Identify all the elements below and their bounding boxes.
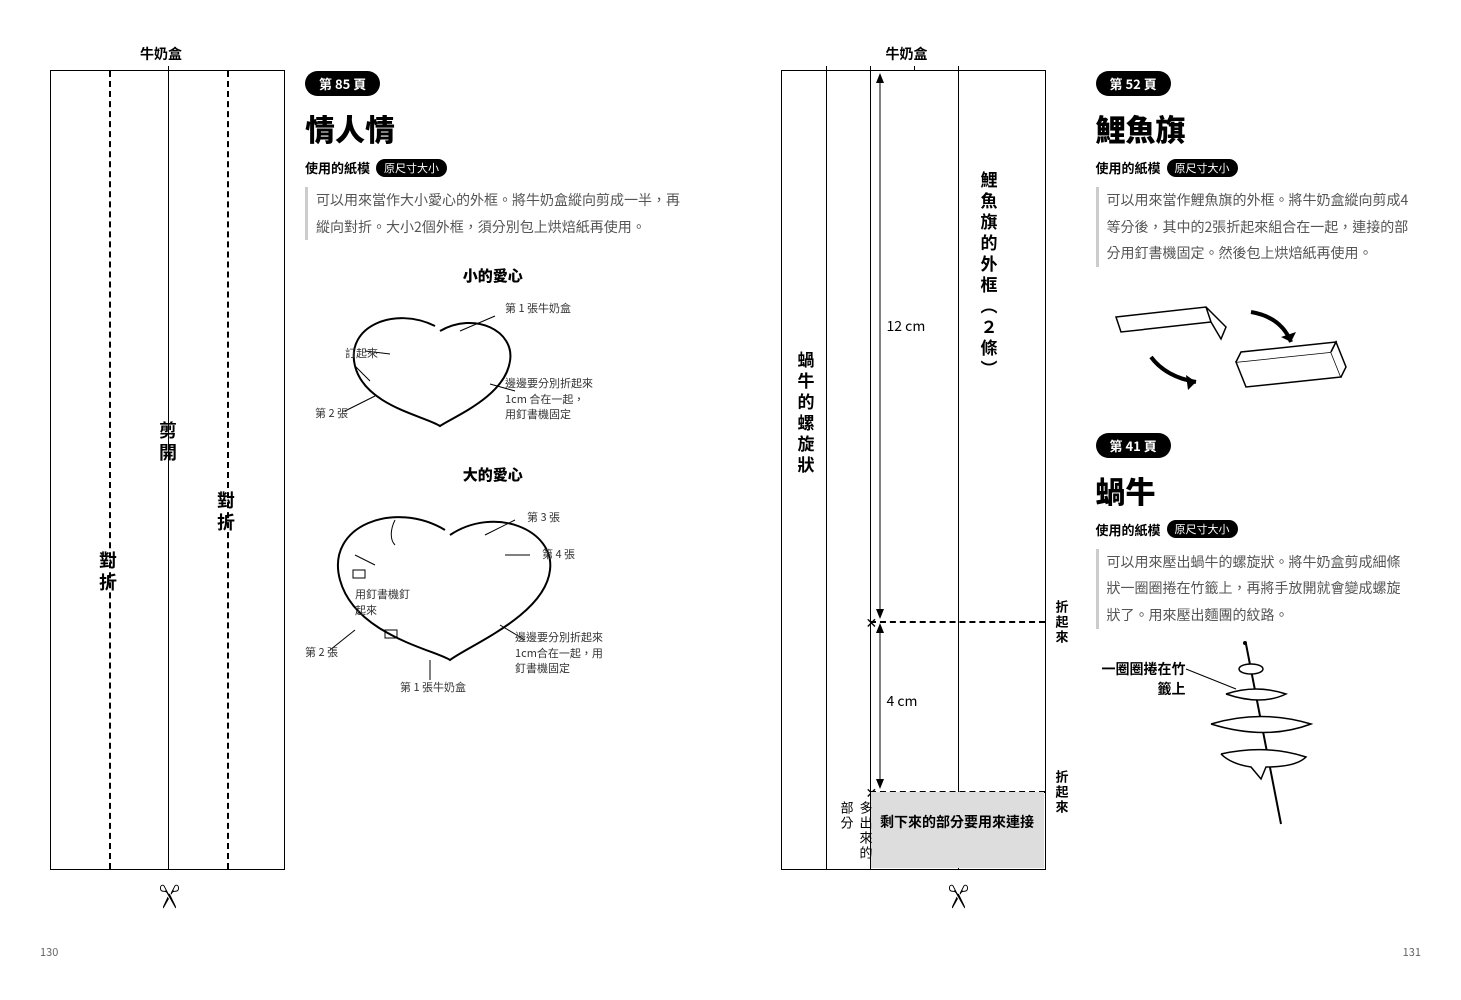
- page-ref-snail: 第 41 頁: [1096, 433, 1171, 458]
- dim-12cm: 12 cm: [887, 316, 926, 336]
- koi-body: 可以用來當作鯉魚旗的外框。將牛奶盒縱向剪成4等分後，其中的2張折起來組合在一起，…: [1096, 187, 1412, 267]
- right-text-column: 第 52 頁 鯉魚旗 使用的紙模 原尺寸大小 可以用來當作鯉魚旗的外框。將牛奶盒…: [1066, 70, 1412, 950]
- snail-body: 可以用來壓出蝸牛的螺旋狀。將牛奶盒剪成細條狀一圈圈捲在竹籤上，再將手放開就會變成…: [1096, 549, 1412, 629]
- fold-up-2: 折起來: [1053, 770, 1072, 815]
- body-text: 可以用來當作大小愛心的外框。將牛奶盒縱向剪成一半，再縱向對折。大小2個外框，須分…: [305, 187, 681, 240]
- section-koi: 第 52 頁 鯉魚旗 使用的紙模 原尺寸大小 可以用來當作鯉魚旗的外框。將牛奶盒…: [1096, 70, 1412, 407]
- bh-label1: 第 3 張: [527, 510, 560, 525]
- page-right: 牛奶盒: [731, 0, 1461, 1000]
- sh-label3: 第 2 張: [315, 406, 348, 421]
- dim-4cm: 4 cm: [887, 691, 918, 711]
- big-heart-block: 大的愛心: [305, 464, 681, 695]
- left-template-box: 剪開 對折 對折: [50, 70, 285, 870]
- fold-right-label: 對折: [213, 491, 239, 535]
- sh-label2: 訂起來: [345, 346, 378, 361]
- bh-label6: 邊邊要分別折起來 1cm合在一起，用釘書機固定: [515, 630, 605, 676]
- leftover-side-label: 多出來的部分: [838, 801, 876, 869]
- koi-title: 鯉魚旗: [1096, 106, 1412, 150]
- left-text-column: 第 85 頁 情人情 使用的紙模 原尺寸大小 可以用來當作大小愛心的外框。將牛奶…: [305, 70, 681, 950]
- bh-label3: 用釘書機釘起來: [355, 587, 415, 618]
- section-title: 情人情: [305, 106, 681, 150]
- page-left: 牛奶盒 剪開 對折 對折 ✂: [0, 0, 731, 1000]
- fold-left-label: 對折: [95, 551, 121, 595]
- sh-label1: 第 1 張牛奶盒: [505, 301, 571, 316]
- carton-label-left: 牛奶盒: [140, 44, 182, 64]
- koi-paper-label: 使用的紙模: [1096, 158, 1161, 177]
- scissors-icon-right: ✂: [940, 883, 977, 909]
- bh-label4: 第 2 張: [305, 645, 338, 660]
- snail-size-pill: 原尺寸大小: [1167, 520, 1238, 538]
- leftover-box-label: 剩下來的部分要用來連接: [871, 812, 1044, 832]
- sh-label4: 邊邊要分別折起來 1cm 合在一起，用釘書機固定: [505, 376, 595, 422]
- carton-label-right: 牛奶盒: [886, 44, 928, 64]
- snail-title: 蝸牛: [1096, 468, 1412, 512]
- bh-label2: 第 4 張: [542, 547, 575, 562]
- fold-up-1: 折起來: [1053, 600, 1072, 645]
- paper-label: 使用的紙模: [305, 158, 370, 177]
- snail-v-label: 蝸牛的螺旋狀: [794, 351, 819, 477]
- page-number-left: 130: [40, 944, 58, 960]
- size-pill: 原尺寸大小: [376, 159, 447, 177]
- spiral-diagram: 一圈圈捲在竹籤上: [1096, 649, 1412, 829]
- right-template-box: ✕ ✕ 剩下來的部分要用來連接 12 cm 4 cm 蝸牛的螺旋狀 鯉魚旗的外框…: [781, 70, 1046, 870]
- scissors-icon: ✂: [152, 883, 189, 909]
- cut-label: 剪開: [155, 421, 181, 465]
- big-heart-heading: 大的愛心: [305, 464, 681, 485]
- right-template-area: 牛奶盒: [781, 70, 1046, 950]
- bh-label5: 第 1 張牛奶盒: [400, 680, 466, 695]
- small-heart-block: 小的愛心 第 1 張牛奶盒 訂起來 第 2 張 邊: [305, 265, 681, 446]
- koi-size-pill: 原尺寸大小: [1167, 159, 1238, 177]
- page-ref-koi: 第 52 頁: [1096, 71, 1171, 96]
- left-template-area: 牛奶盒 剪開 對折 對折 ✂: [50, 70, 285, 950]
- page-number-right: 131: [1403, 944, 1421, 960]
- section-lovers: 第 85 頁 情人情 使用的紙模 原尺寸大小 可以用來當作大小愛心的外框。將牛奶…: [305, 70, 681, 240]
- page-ref-pill: 第 85 頁: [305, 71, 380, 96]
- snail-paper-label: 使用的紙模: [1096, 520, 1161, 539]
- koi-v-label: 鯉魚旗的外框（２條）: [977, 171, 1002, 381]
- koi-assembly-diagram: [1096, 287, 1412, 407]
- section-snail: 第 41 頁 蝸牛 使用的紙模 原尺寸大小 可以用來壓出蝸牛的螺旋狀。將牛奶盒剪…: [1096, 432, 1412, 829]
- small-heart-heading: 小的愛心: [305, 265, 681, 286]
